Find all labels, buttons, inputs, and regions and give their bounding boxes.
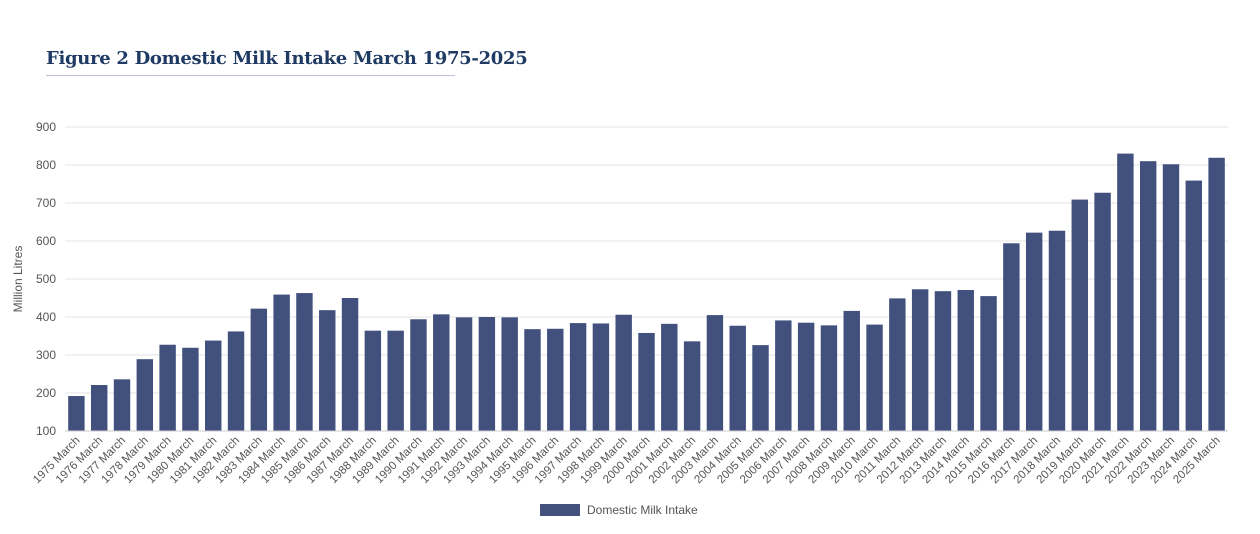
bar[interactable] — [1117, 153, 1134, 431]
bar[interactable] — [159, 344, 176, 431]
bar[interactable] — [387, 330, 404, 431]
chart-title: Figure 2 Domestic Milk Intake March 1975… — [46, 48, 528, 69]
bar[interactable] — [113, 379, 131, 431]
y-axis-label: Million Litres — [11, 246, 25, 313]
bar[interactable] — [1208, 157, 1225, 431]
bar[interactable] — [205, 340, 222, 431]
bar[interactable] — [547, 328, 564, 431]
bar[interactable] — [1185, 180, 1203, 431]
bar[interactable] — [250, 308, 268, 431]
bar[interactable] — [661, 323, 678, 431]
bar[interactable] — [455, 317, 473, 431]
bar[interactable] — [90, 385, 108, 431]
y-tick-label: 900 — [36, 120, 56, 134]
bar[interactable] — [1025, 232, 1043, 431]
bar[interactable] — [341, 298, 359, 431]
bar[interactable] — [227, 331, 245, 431]
bar[interactable] — [980, 296, 997, 431]
y-axis-ticks: 100 200 300 400 500 600 700 800 900 — [36, 120, 56, 438]
bar[interactable] — [592, 323, 610, 431]
bar[interactable] — [957, 290, 974, 431]
bar[interactable] — [1003, 243, 1020, 431]
bar[interactable] — [1048, 230, 1066, 431]
bar[interactable] — [433, 314, 450, 431]
title-underline — [46, 75, 455, 76]
y-tick-label: 700 — [36, 196, 56, 210]
y-tick-label: 200 — [36, 386, 56, 400]
legend-swatch — [540, 504, 580, 516]
bar[interactable] — [1094, 192, 1111, 431]
bar[interactable] — [501, 317, 518, 431]
bar[interactable] — [638, 332, 655, 431]
bar[interactable] — [889, 298, 906, 431]
y-tick-label: 100 — [36, 424, 56, 438]
bar[interactable] — [797, 322, 815, 431]
bar[interactable] — [911, 289, 929, 431]
y-tick-label: 800 — [36, 158, 56, 172]
bar[interactable] — [866, 324, 883, 431]
bar[interactable] — [296, 293, 313, 431]
y-tick-label: 300 — [36, 348, 56, 362]
bar[interactable] — [706, 315, 724, 431]
bar[interactable] — [524, 329, 541, 431]
bar[interactable] — [273, 294, 290, 431]
y-tick-label: 500 — [36, 272, 56, 286]
bars — [68, 153, 1225, 432]
bar[interactable] — [136, 359, 154, 431]
chart-title-block: Figure 2 Domestic Milk Intake March 1975… — [46, 48, 528, 76]
bar[interactable] — [364, 330, 382, 431]
bar[interactable] — [1071, 199, 1088, 431]
bar[interactable] — [729, 325, 746, 431]
y-tick-label: 600 — [36, 234, 56, 248]
bar[interactable] — [478, 317, 496, 431]
bar[interactable] — [843, 310, 860, 431]
bar[interactable] — [934, 291, 952, 431]
bar[interactable] — [319, 310, 336, 431]
bar[interactable] — [683, 341, 701, 431]
bar[interactable] — [1162, 164, 1180, 432]
y-tick-label: 400 — [36, 310, 56, 324]
bar[interactable] — [68, 396, 85, 431]
bar[interactable] — [752, 345, 769, 431]
bar[interactable] — [182, 347, 199, 431]
bar[interactable] — [820, 325, 838, 431]
bar[interactable] — [1139, 161, 1157, 431]
bar[interactable] — [569, 323, 587, 431]
legend[interactable]: Domestic Milk Intake — [540, 503, 698, 517]
legend-label: Domestic Milk Intake — [587, 503, 698, 517]
bar[interactable] — [615, 314, 632, 431]
bar[interactable] — [410, 319, 427, 431]
bar[interactable] — [775, 320, 792, 431]
